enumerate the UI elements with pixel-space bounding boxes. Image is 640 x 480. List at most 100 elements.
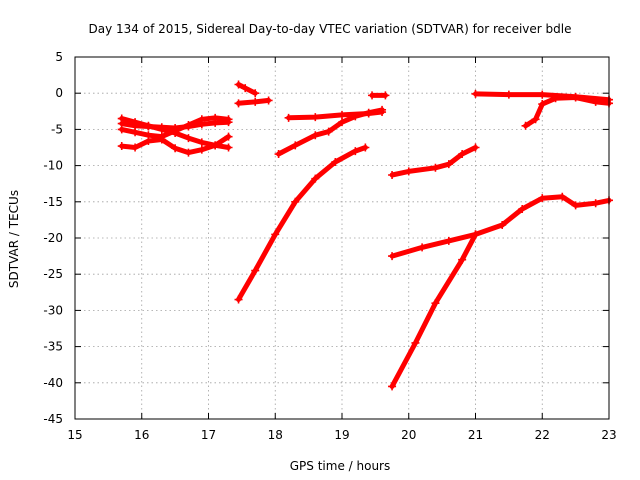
- x-tick-label: 18: [268, 428, 283, 442]
- data-point-marker: [551, 94, 560, 103]
- data-point-marker: [211, 113, 220, 122]
- y-tick-label: -10: [43, 159, 63, 173]
- data-point-marker: [171, 126, 180, 135]
- data-point-marker: [388, 171, 397, 180]
- plot-frame: [74, 56, 610, 420]
- series-trace: [236, 145, 368, 302]
- data-point-marker: [117, 125, 126, 134]
- data-point-marker: [411, 338, 420, 347]
- data-series: [117, 80, 613, 391]
- data-point-marker: [471, 143, 480, 152]
- data-point-marker: [311, 174, 320, 183]
- y-tick-label: -25: [43, 267, 63, 281]
- data-point-marker: [171, 144, 180, 153]
- data-point-marker: [361, 143, 370, 152]
- y-tick-label: -45: [43, 412, 63, 426]
- data-point-marker: [571, 201, 580, 210]
- y-tick-label: -5: [51, 122, 63, 136]
- data-point-marker: [418, 243, 427, 252]
- data-point-marker: [338, 118, 346, 127]
- data-point-marker: [184, 148, 193, 157]
- data-point-marker: [234, 295, 243, 304]
- data-point-marker: [458, 150, 467, 159]
- y-tick-label: 5: [55, 50, 63, 64]
- data-point-marker: [388, 252, 397, 261]
- data-point-marker: [211, 141, 220, 150]
- data-point-marker: [324, 127, 333, 136]
- x-tick-label: 16: [134, 428, 149, 442]
- data-point-marker: [471, 230, 480, 239]
- x-tick-label: 21: [468, 428, 483, 442]
- data-point-marker: [538, 90, 547, 99]
- data-series-track: [388, 230, 480, 391]
- data-point-marker: [271, 230, 280, 239]
- data-point-marker: [144, 122, 153, 131]
- data-point-marker: [184, 134, 193, 143]
- data-point-marker: [251, 97, 260, 106]
- data-series-track: [234, 80, 260, 98]
- y-tick-label: -35: [43, 340, 63, 354]
- data-point-marker: [117, 142, 126, 151]
- data-series-track: [388, 143, 480, 180]
- data-point-marker: [591, 199, 600, 208]
- data-point-marker: [504, 90, 513, 99]
- data-series-track: [234, 143, 370, 304]
- data-point-marker: [284, 113, 293, 122]
- data-point-marker: [197, 115, 206, 124]
- data-point-marker: [234, 99, 243, 108]
- data-point-marker: [331, 157, 340, 166]
- data-point-marker: [538, 194, 547, 203]
- data-series-track: [284, 108, 387, 122]
- data-point-marker: [388, 382, 397, 391]
- data-point-marker: [558, 192, 567, 201]
- data-point-marker: [144, 136, 153, 145]
- data-series-track: [388, 192, 613, 261]
- data-point-marker: [364, 109, 373, 118]
- data-point-marker: [521, 121, 530, 130]
- y-tick-label: -40: [43, 376, 63, 390]
- data-point-marker: [431, 299, 440, 308]
- data-point-marker: [471, 89, 480, 98]
- data-point-marker: [351, 147, 360, 156]
- data-point-marker: [444, 236, 453, 245]
- data-point-marker: [251, 89, 260, 98]
- data-point-marker: [251, 266, 260, 275]
- data-series-track: [368, 91, 390, 100]
- data-point-marker: [274, 150, 283, 159]
- data-point-marker: [498, 220, 507, 229]
- data-point-marker: [224, 132, 233, 141]
- y-tick-label: 0: [55, 86, 63, 100]
- data-point-marker: [444, 160, 453, 169]
- data-point-marker: [378, 108, 387, 117]
- data-series-track: [117, 132, 233, 157]
- data-point-marker: [131, 128, 140, 137]
- data-point-marker: [224, 115, 233, 124]
- x-axis-label: GPS time / hours: [290, 459, 391, 473]
- data-point-marker: [531, 115, 540, 124]
- data-point-marker: [224, 143, 233, 152]
- data-point-marker: [157, 135, 166, 144]
- data-point-marker: [338, 110, 346, 119]
- data-point-marker: [591, 97, 600, 106]
- data-point-marker: [518, 205, 527, 214]
- data-point-marker: [538, 100, 547, 109]
- data-point-marker: [241, 84, 250, 93]
- data-point-marker: [404, 167, 413, 176]
- data-point-marker: [157, 123, 166, 132]
- data-point-marker: [234, 80, 243, 89]
- data-point-marker: [311, 113, 320, 122]
- data-point-marker: [431, 163, 440, 172]
- data-point-marker: [264, 96, 273, 105]
- y-tick-label: -20: [43, 231, 63, 245]
- data-point-marker: [571, 93, 580, 102]
- y-tick-label: -30: [43, 303, 63, 317]
- y-tick-label: -15: [43, 195, 63, 209]
- data-point-marker: [311, 131, 320, 140]
- data-point-marker: [197, 145, 206, 154]
- data-series-track: [234, 96, 273, 108]
- data-point-marker: [381, 91, 390, 100]
- x-tick-label: 15: [67, 428, 82, 442]
- data-point-marker: [291, 197, 300, 206]
